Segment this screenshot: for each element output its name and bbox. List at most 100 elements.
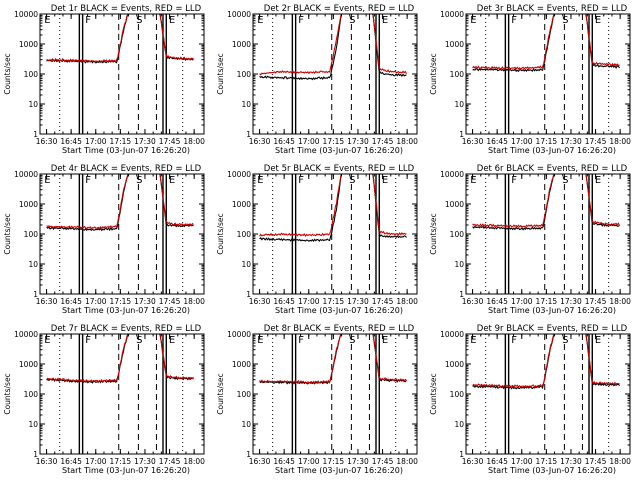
chart-title: Det 6r BLACK = Events, RED = LLD (477, 164, 628, 174)
y-axis-label: Counts/sec (3, 213, 12, 254)
chart-title: Det 9r BLACK = Events, RED = LLD (477, 324, 628, 334)
y-tick-label: 10000 (227, 330, 251, 339)
segment-marker-label: E (44, 175, 50, 186)
x-tick-label: 16:45 (486, 457, 508, 466)
x-tick-label: 16:30 (249, 457, 271, 466)
chart-title: Det 5r BLACK = Events, RED = LLD (264, 164, 415, 174)
y-tick-label: 10000 (14, 170, 38, 179)
x-tick-label: 17:00 (298, 297, 320, 306)
x-tick-label: 17:15 (323, 457, 345, 466)
segment-marker-label: S (136, 335, 142, 346)
segment-marker-label: E (470, 335, 476, 346)
segment-marker-label: E (44, 335, 50, 346)
y-tick-label: 10000 (14, 10, 38, 19)
x-tick-label: 16:45 (486, 137, 508, 146)
y-tick-label: 10000 (440, 330, 464, 339)
y-tick-label: 10 (241, 420, 251, 429)
series-line-lld (259, 174, 407, 237)
series-line-lld (472, 174, 620, 229)
x-tick-label: 16:30 (249, 137, 271, 146)
segment-marker-label: E (257, 175, 263, 186)
y-axis-label: Counts/sec (429, 373, 438, 414)
segment-marker-label: S (136, 175, 142, 186)
segment-marker-label: F (298, 15, 304, 26)
segment-marker-label: E (595, 15, 601, 26)
x-tick-label: 18:00 (183, 457, 205, 466)
segment-marker-label: E (257, 335, 263, 346)
series-line-lld (259, 14, 407, 76)
y-tick-label: 10000 (440, 10, 464, 19)
y-tick-label: 1000 (19, 360, 38, 369)
series-line-lld (472, 14, 620, 70)
x-tick-label: 17:45 (372, 457, 394, 466)
series-line-lld (46, 174, 194, 230)
x-tick-label: 16:45 (60, 297, 82, 306)
y-axis-label: Counts/sec (216, 53, 225, 94)
x-tick-label: 16:30 (462, 137, 484, 146)
x-tick-label: 18:00 (396, 137, 418, 146)
x-tick-label: 16:45 (60, 137, 82, 146)
y-axis-label: Counts/sec (216, 213, 225, 254)
x-tick-label: 17:30 (347, 137, 369, 146)
x-tick-label: 16:30 (36, 137, 58, 146)
y-tick-label: 100 (24, 390, 39, 399)
x-tick-label: 17:15 (323, 137, 345, 146)
y-tick-label: 1 (246, 450, 251, 459)
segment-marker-label: E (382, 175, 388, 186)
chart-title: Det 1r BLACK = Events, RED = LLD (51, 4, 202, 14)
x-axis-label: Start Time (03-Jun-07 16:26:20) (275, 466, 403, 475)
y-tick-label: 1000 (232, 360, 251, 369)
x-tick-label: 18:00 (396, 297, 418, 306)
y-tick-label: 10 (454, 260, 464, 269)
x-tick-label: 17:30 (347, 457, 369, 466)
x-tick-label: 17:30 (134, 457, 156, 466)
x-tick-label: 17:15 (110, 457, 132, 466)
x-tick-label: 17:30 (560, 297, 582, 306)
series-line-events (259, 174, 407, 243)
segment-marker-label: E (595, 175, 601, 186)
x-tick-label: 16:45 (273, 137, 295, 146)
y-tick-label: 1000 (445, 360, 464, 369)
x-tick-label: 17:30 (347, 297, 369, 306)
y-tick-label: 100 (24, 70, 39, 79)
y-tick-label: 100 (24, 230, 39, 239)
x-tick-label: 16:45 (60, 457, 82, 466)
segment-marker-label: E (44, 15, 50, 26)
segment-marker-label: E (169, 335, 175, 346)
segment-marker-label: F (85, 15, 91, 26)
y-tick-label: 1000 (232, 200, 251, 209)
y-tick-label: 100 (450, 70, 465, 79)
y-axis-label: Counts/sec (3, 373, 12, 414)
segment-marker-label: E (595, 335, 601, 346)
x-tick-label: 17:00 (511, 137, 533, 146)
y-tick-label: 1 (33, 450, 38, 459)
y-tick-label: 10 (454, 420, 464, 429)
x-tick-label: 18:00 (183, 137, 205, 146)
y-tick-label: 1000 (19, 200, 38, 209)
x-tick-label: 16:30 (36, 297, 58, 306)
segment-marker-label: S (562, 15, 568, 26)
x-tick-label: 17:00 (298, 457, 320, 466)
x-tick-label: 17:00 (511, 457, 533, 466)
series-line-lld (46, 334, 194, 383)
y-tick-label: 10 (454, 100, 464, 109)
y-tick-label: 1 (459, 130, 464, 139)
x-tick-label: 17:45 (585, 137, 607, 146)
y-tick-label: 1 (33, 130, 38, 139)
y-tick-label: 1 (246, 130, 251, 139)
segment-marker-label: E (382, 15, 388, 26)
x-tick-label: 18:00 (183, 297, 205, 306)
x-tick-label: 16:45 (273, 457, 295, 466)
x-axis-label: Start Time (03-Jun-07 16:26:20) (488, 146, 616, 155)
y-tick-label: 10 (28, 420, 38, 429)
y-axis-label: Counts/sec (429, 53, 438, 94)
segment-marker-label: E (470, 175, 476, 186)
y-axis-label: Counts/sec (3, 53, 12, 94)
x-axis-label: Start Time (03-Jun-07 16:26:20) (62, 306, 190, 315)
x-tick-label: 18:00 (609, 137, 631, 146)
y-tick-label: 10000 (227, 10, 251, 19)
y-tick-label: 10 (28, 100, 38, 109)
